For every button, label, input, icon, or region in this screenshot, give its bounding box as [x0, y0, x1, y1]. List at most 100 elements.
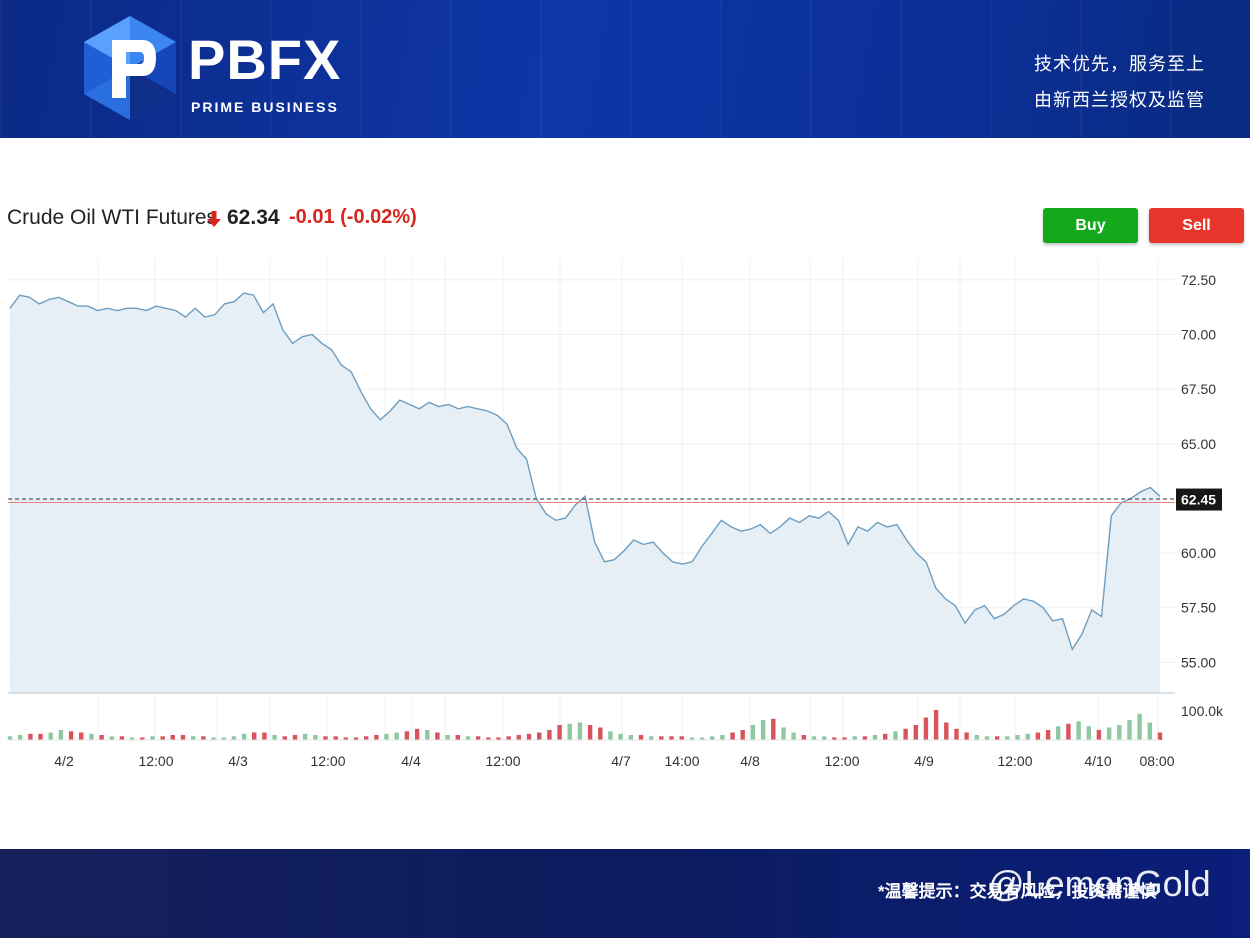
volume-bar [608, 731, 613, 741]
volume-bar [567, 723, 572, 741]
last-price: 62.34 [227, 206, 280, 229]
volume-bar [272, 735, 277, 740]
volume-bar [750, 725, 756, 740]
volume-bar [475, 736, 481, 741]
volume-bar [811, 736, 817, 741]
volume-bar [1147, 722, 1152, 740]
volume-bar [211, 737, 216, 740]
volume-bar [984, 736, 990, 741]
volume-bar [302, 733, 308, 741]
volume-bar [99, 735, 104, 740]
volume-bar [822, 736, 827, 741]
volume-bar [506, 736, 511, 741]
volume-bar [933, 710, 939, 740]
volume-bar [180, 735, 186, 740]
volume-bar [323, 736, 328, 741]
volume-bar [1106, 727, 1112, 740]
volume-bar [577, 722, 583, 740]
volume-bar [394, 732, 399, 740]
volume-bar [669, 736, 674, 741]
volume-bar [995, 736, 1000, 741]
volume-bar [221, 737, 226, 740]
x-tick-label: 12:00 [997, 753, 1032, 769]
volume-bar [699, 737, 705, 740]
volume-bar [760, 720, 766, 740]
current-price-tag [1176, 488, 1222, 511]
volume-bar [241, 733, 247, 741]
volume-bar [1086, 726, 1091, 741]
volume-bar [364, 736, 369, 741]
volume-bar [516, 735, 521, 740]
volume-bar [689, 737, 695, 740]
slogan-line-1: 技术优先，服务至上 [1034, 54, 1205, 74]
y-tick-label: 60.00 [1181, 545, 1216, 561]
risk-warning: *温馨提示：交易有风险，投资需谨慎 [878, 882, 1157, 901]
volume-bar [710, 736, 715, 741]
volume-bar [954, 728, 959, 741]
volume-bar [231, 736, 237, 741]
volume-bar [1005, 736, 1010, 741]
buy-button[interactable]: Buy [1043, 208, 1138, 243]
volume-bar [547, 730, 552, 740]
x-tick-label: 4/8 [740, 753, 760, 769]
x-tick-label: 14:00 [664, 753, 699, 769]
price-area-fill [10, 293, 1160, 693]
volume-bar [486, 737, 491, 740]
x-tick-label: 12:00 [824, 753, 859, 769]
volume-bar [191, 736, 196, 741]
watermark-text: @LemonGold [988, 863, 1211, 904]
volume-bar [1066, 723, 1071, 741]
volume-bar [801, 735, 806, 740]
volume-bar [903, 728, 908, 741]
volume-bar [842, 737, 847, 740]
volume-bar [1096, 730, 1102, 740]
volume-bar [1025, 733, 1030, 741]
volume-bar [638, 735, 644, 740]
volume-bar [598, 727, 603, 740]
x-tick-label: 08:00 [1139, 753, 1174, 769]
volume-bar [201, 736, 206, 741]
volume-bar [333, 736, 338, 741]
x-axis-labels: 4/2 12:00 4/3 12:00 4/4 12:00 4/7 14:00 4/8 12:00… [54, 753, 1174, 769]
volume-bar [109, 736, 114, 741]
volume-bar [1137, 713, 1142, 741]
volume-bar [292, 735, 298, 740]
volume-bar [465, 736, 471, 741]
volume-bar [893, 731, 898, 741]
header-banner: PBFX PRIME BUSINESS 技术优先，服务至上 由新西兰授权及监管 [0, 0, 1250, 138]
brand-tagline: PRIME BUSINESS [191, 99, 339, 115]
price-change: -0.01 (-0.02%) [289, 206, 417, 228]
volume-bar [313, 735, 318, 740]
volume-bar [28, 733, 33, 741]
volume-bars [7, 710, 1163, 741]
brand-wordmark: PBFX [188, 28, 342, 91]
x-tick-label: 4/2 [54, 753, 74, 769]
instrument-name: Crude Oil WTI Futures [7, 206, 218, 229]
price-line [9, 292, 1161, 651]
volume-bar [618, 733, 623, 741]
y-tick-label: 70.00 [1181, 327, 1216, 343]
volume-bar [18, 735, 23, 740]
volume-bar [252, 732, 257, 740]
footer-banner: *温馨提示：交易有风险，投资需谨慎 @LemonGold [0, 849, 1250, 938]
volume-bar [445, 735, 450, 740]
volume-bar [771, 718, 776, 741]
volume-bar [425, 730, 430, 740]
volume-bar [852, 736, 857, 741]
x-tick-label: 4/7 [611, 753, 631, 769]
volume-bar [964, 732, 969, 740]
volume-bar [7, 736, 13, 741]
volume-bar [79, 732, 84, 740]
price-chart[interactable]: 72.50 70.00 67.50 65.00 62.45 60.00 57.50 55.00… [0, 250, 1250, 780]
volume-bar [730, 732, 735, 740]
volume-bar [720, 735, 725, 740]
volume-bar [944, 722, 949, 740]
volume-bar [89, 733, 94, 741]
volume-bar [628, 735, 633, 740]
volume-bar [1127, 720, 1132, 740]
sell-button[interactable]: Sell [1149, 208, 1244, 243]
volume-bar [48, 732, 53, 740]
x-tick-label: 12:00 [485, 753, 520, 769]
volume-bar [587, 725, 593, 740]
volume-bar [781, 727, 786, 740]
